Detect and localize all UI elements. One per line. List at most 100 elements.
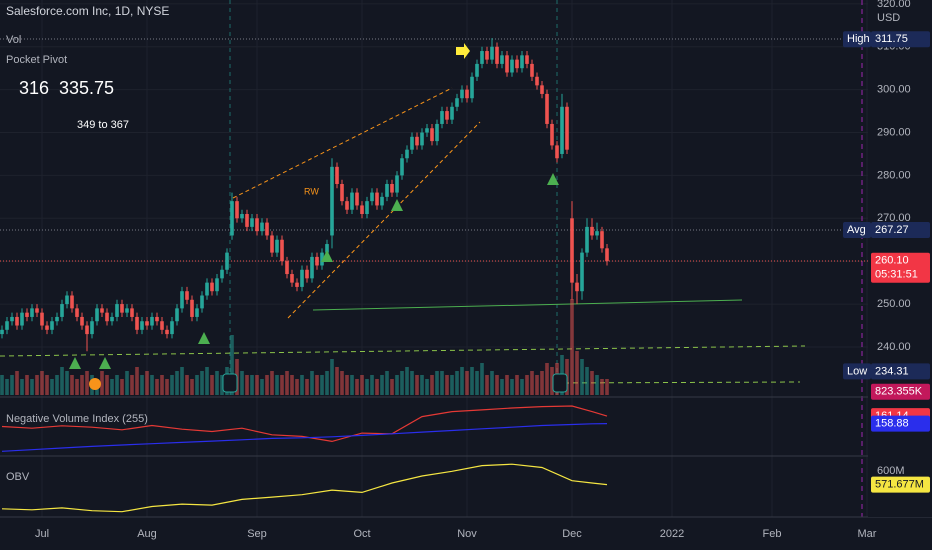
- y-tick-label: 270.00: [877, 212, 911, 224]
- pivot-marker: [198, 332, 210, 344]
- event-marker: [89, 378, 101, 390]
- candle-body: [75, 308, 79, 317]
- x-tick-label: 2022: [660, 528, 684, 540]
- volume-bar: [325, 371, 329, 395]
- annotation: 335.75: [59, 78, 114, 98]
- volume-bar: [545, 363, 549, 395]
- grid: [0, 0, 872, 517]
- volume-bar: [285, 371, 289, 395]
- candle-body: [250, 218, 254, 227]
- volume-bar: [355, 379, 359, 395]
- volume-bar: [175, 371, 179, 395]
- annotation: RW: [304, 186, 319, 196]
- x-tick-label: Nov: [457, 528, 477, 540]
- volume-bar: [550, 367, 554, 395]
- volume-bar: [390, 379, 394, 395]
- signal-markers: [69, 43, 568, 393]
- candle-body: [240, 214, 244, 219]
- candle-body: [560, 106, 564, 154]
- candle-body: [15, 316, 19, 326]
- candle-body: [525, 55, 529, 64]
- badges: High 311.75 Avg 267.27 260.10 05:31:51 Low 234.…: [843, 31, 930, 493]
- y-tick-label: 300.00: [877, 84, 911, 96]
- volume-bar: [505, 375, 509, 395]
- candle-body: [355, 192, 359, 206]
- candle-body: [55, 316, 59, 322]
- volume-bar: [435, 371, 439, 395]
- y-tick-label: 600M: [877, 465, 905, 477]
- candle-body: [140, 321, 144, 330]
- candle-body: [70, 295, 74, 309]
- channel-line: [232, 87, 453, 199]
- volume-bar: [470, 367, 474, 395]
- volume-bar: [590, 371, 594, 395]
- candle-body: [40, 312, 44, 326]
- candle-body: [400, 158, 404, 176]
- candle-body: [255, 218, 259, 232]
- candle-body: [455, 98, 459, 107]
- volume-bar: [255, 375, 259, 395]
- volume-bar: [25, 375, 29, 395]
- x-tick-label: Jul: [35, 528, 49, 540]
- indicator-panels: Negative Volume Index (255) OBV: [1, 405, 608, 513]
- candle-body: [135, 316, 139, 330]
- badge-value: 267.27: [875, 224, 909, 236]
- candle-body: [580, 252, 584, 292]
- badge: [871, 222, 930, 239]
- arrow-marker: [456, 43, 470, 59]
- volume-bar: [430, 375, 434, 395]
- candle-body: [300, 269, 304, 287]
- candle-body: [10, 316, 14, 322]
- candle-body: [25, 312, 29, 317]
- candle-body: [170, 321, 174, 335]
- badge: [871, 31, 930, 48]
- candle-body: [520, 55, 524, 69]
- candle-body: [185, 291, 189, 300]
- volume-bar: [585, 367, 589, 395]
- volume-bar: [40, 371, 44, 395]
- legend-text: Pocket Pivot: [6, 54, 67, 66]
- candle-body: [475, 63, 479, 77]
- x-tick-label: Aug: [137, 528, 157, 540]
- volume-bar: [190, 379, 194, 395]
- volume-bar: [530, 371, 534, 395]
- volume-bar: [580, 359, 584, 395]
- y-tick-label: 290.00: [877, 126, 911, 138]
- volume-bar: [220, 375, 224, 395]
- candle-body: [575, 282, 579, 292]
- volume-bar: [570, 299, 574, 395]
- volume-bar: [185, 375, 189, 395]
- volume-bar: [370, 375, 374, 395]
- volume-bar: [575, 351, 579, 395]
- volume-bar: [465, 371, 469, 395]
- candle-body: [565, 106, 569, 150]
- volume-bar: [345, 375, 349, 395]
- volume-bar: [210, 375, 214, 395]
- candle-body: [160, 321, 164, 330]
- volume-bar: [280, 375, 284, 395]
- candle-body: [100, 308, 104, 313]
- candle-body: [405, 149, 409, 159]
- volume-bar: [85, 371, 89, 395]
- candle-body: [85, 325, 89, 335]
- volume-bar: [135, 367, 139, 395]
- candle-body: [325, 244, 329, 253]
- y-tick-label: 240.00: [877, 341, 911, 353]
- volume-bar: [365, 379, 369, 395]
- candle-body: [190, 299, 194, 317]
- volume-bar: [125, 371, 129, 395]
- candle-body: [315, 256, 319, 266]
- candle-body: [235, 201, 239, 219]
- badge-value: 311.75: [875, 33, 908, 45]
- candle-body: [110, 316, 114, 322]
- volume-bar: [310, 371, 314, 395]
- volume-bar: [305, 379, 309, 395]
- volume-bar: [30, 379, 34, 395]
- volume-bar: [500, 379, 504, 395]
- volume-bar: [265, 375, 269, 395]
- candle-body: [90, 321, 94, 335]
- badge-value: 571.677M: [875, 478, 924, 490]
- badge-label-box: [843, 31, 871, 48]
- volume-bar: [300, 375, 304, 395]
- pivot-marker: [69, 357, 81, 369]
